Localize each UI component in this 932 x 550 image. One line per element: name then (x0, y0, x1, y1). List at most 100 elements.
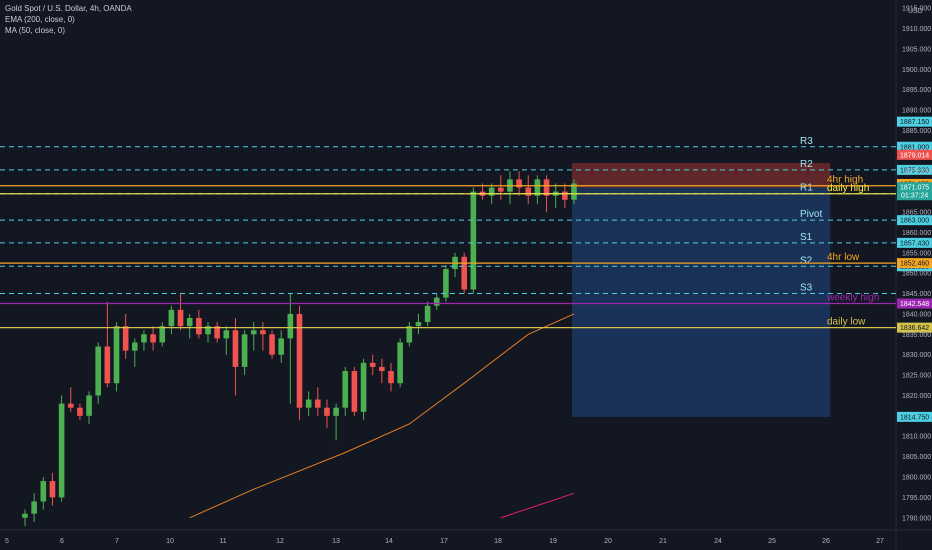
position-target-zone (572, 187, 831, 417)
price-tag-text: 1879.014 (900, 152, 929, 159)
countdown-text: 01:37:24 (901, 193, 928, 200)
x-tick-label: 24 (714, 538, 722, 545)
y-tick-label: 1865.000 (902, 210, 931, 217)
level-line-r2-label: R2 (800, 159, 813, 170)
candle-body (470, 191, 477, 290)
y-tick-label: 1825.000 (902, 373, 931, 380)
level-line-weekly-high-price-text: 1842.548 (900, 301, 929, 308)
x-tick-label: 14 (385, 538, 393, 545)
y-tick-label: 1795.000 (902, 495, 931, 502)
candle-body (67, 403, 74, 408)
candle-body (241, 334, 248, 367)
y-tick-label: 1850.000 (902, 271, 931, 278)
price-tag-text: 1887.150 (900, 119, 929, 126)
level-line-daily-low-price-text: 1836.642 (900, 325, 929, 332)
x-tick-label: 18 (494, 538, 502, 545)
position-stop-zone (572, 163, 831, 188)
candle-body (488, 187, 495, 196)
y-tick-label: 1845.000 (902, 291, 931, 298)
y-tick-label: 1805.000 (902, 454, 931, 461)
level-line-daily-low-price-tag (897, 322, 932, 333)
candle-body (58, 403, 65, 498)
level-line-daily-low-label: daily low (827, 317, 866, 328)
level-line-r3-label: R3 (800, 136, 813, 147)
ma-indicator-label[interactable]: MA (50, close, 0) (5, 26, 66, 35)
candle-body (260, 330, 266, 335)
candle-body (86, 395, 92, 416)
candle-body (443, 269, 449, 298)
ema-indicator-label[interactable]: EMA (200, close, 0) (5, 15, 75, 24)
candle-body (223, 330, 230, 339)
candle-body (77, 407, 83, 416)
x-tick-label: 7 (115, 538, 119, 545)
candle-body (324, 407, 330, 416)
level-line-s1-price-text: 1857.430 (900, 240, 929, 247)
candle-body (424, 305, 431, 323)
candle-body (22, 513, 28, 518)
candle-body (104, 346, 111, 384)
candle-body (49, 481, 56, 498)
candle-body (214, 326, 220, 339)
y-tick-label: 1900.000 (902, 67, 931, 74)
x-tick-label: 11 (219, 538, 226, 545)
candle-body (205, 326, 211, 335)
candle-body (296, 313, 303, 408)
y-tick-label: 1855.000 (902, 250, 931, 257)
candle-body (333, 407, 339, 416)
level-line-4hr-low-price-text: 1852.460 (900, 261, 929, 268)
candle-body (543, 179, 550, 196)
price-tag (897, 149, 932, 160)
level-line-s1-price-tag (897, 237, 932, 248)
price-tag (897, 411, 932, 422)
y-tick-label: 1790.000 (902, 515, 931, 522)
price-tag-text: 1871.075 (900, 185, 929, 192)
candle-body (40, 481, 47, 502)
candle-body (196, 318, 202, 335)
y-tick-label: 1885.000 (902, 128, 931, 135)
candle-body (397, 342, 403, 384)
x-tick-label: 12 (276, 538, 284, 545)
candle-body (516, 179, 522, 188)
candle-body (351, 371, 358, 412)
candle-body (269, 334, 275, 355)
x-tick-label: 10 (166, 538, 174, 545)
x-tick-label: 5 (5, 538, 9, 545)
level-line-r2-price-tag (897, 164, 932, 175)
candle-body (369, 362, 376, 367)
candle-body (186, 318, 193, 327)
y-tick-label: 1830.000 (902, 352, 931, 359)
candle-body (388, 371, 394, 384)
y-tick-label: 1890.000 (902, 108, 931, 115)
candle-body (534, 179, 541, 196)
price-tag (897, 116, 932, 127)
level-line-4hr-low-price-tag (897, 258, 932, 269)
level-line-weekly-high-price-tag (897, 298, 932, 309)
candle-body (31, 501, 37, 514)
x-tick-label: 19 (549, 538, 557, 545)
candle-body (525, 187, 532, 196)
candle-body (141, 334, 147, 343)
candle-body (132, 342, 138, 351)
symbol-title[interactable]: Gold Spot / U.S. Dollar, 4h, OANDA (5, 4, 132, 13)
candle-body (159, 326, 166, 343)
y-tick-label: 1915.000 (902, 6, 931, 13)
level-line-s1-label: S1 (800, 232, 813, 243)
price-tag-text: 1814.750 (900, 414, 929, 421)
x-tick-label: 6 (60, 538, 64, 545)
level-line-pivot-price-tag (897, 215, 932, 226)
candle-body (232, 330, 239, 367)
x-tick-label: 27 (876, 538, 884, 545)
level-line-daily-high-label: daily high (827, 183, 869, 194)
candle-body (168, 309, 175, 327)
level-line-r2-price-text: 1875.330 (900, 167, 929, 174)
candle-body (498, 187, 504, 192)
level-line-4hr-low-label: 4hr low (827, 252, 860, 263)
candle-body (305, 399, 312, 408)
level-line-r3-price-text: 1881.000 (900, 144, 929, 151)
ema-200-line (189, 313, 575, 519)
chart-legend: Gold Spot / U.S. Dollar, 4h, OANDA EMA (… (5, 3, 132, 36)
y-tick-label: 1895.000 (902, 87, 931, 94)
level-line-s3-label: S3 (800, 283, 813, 294)
